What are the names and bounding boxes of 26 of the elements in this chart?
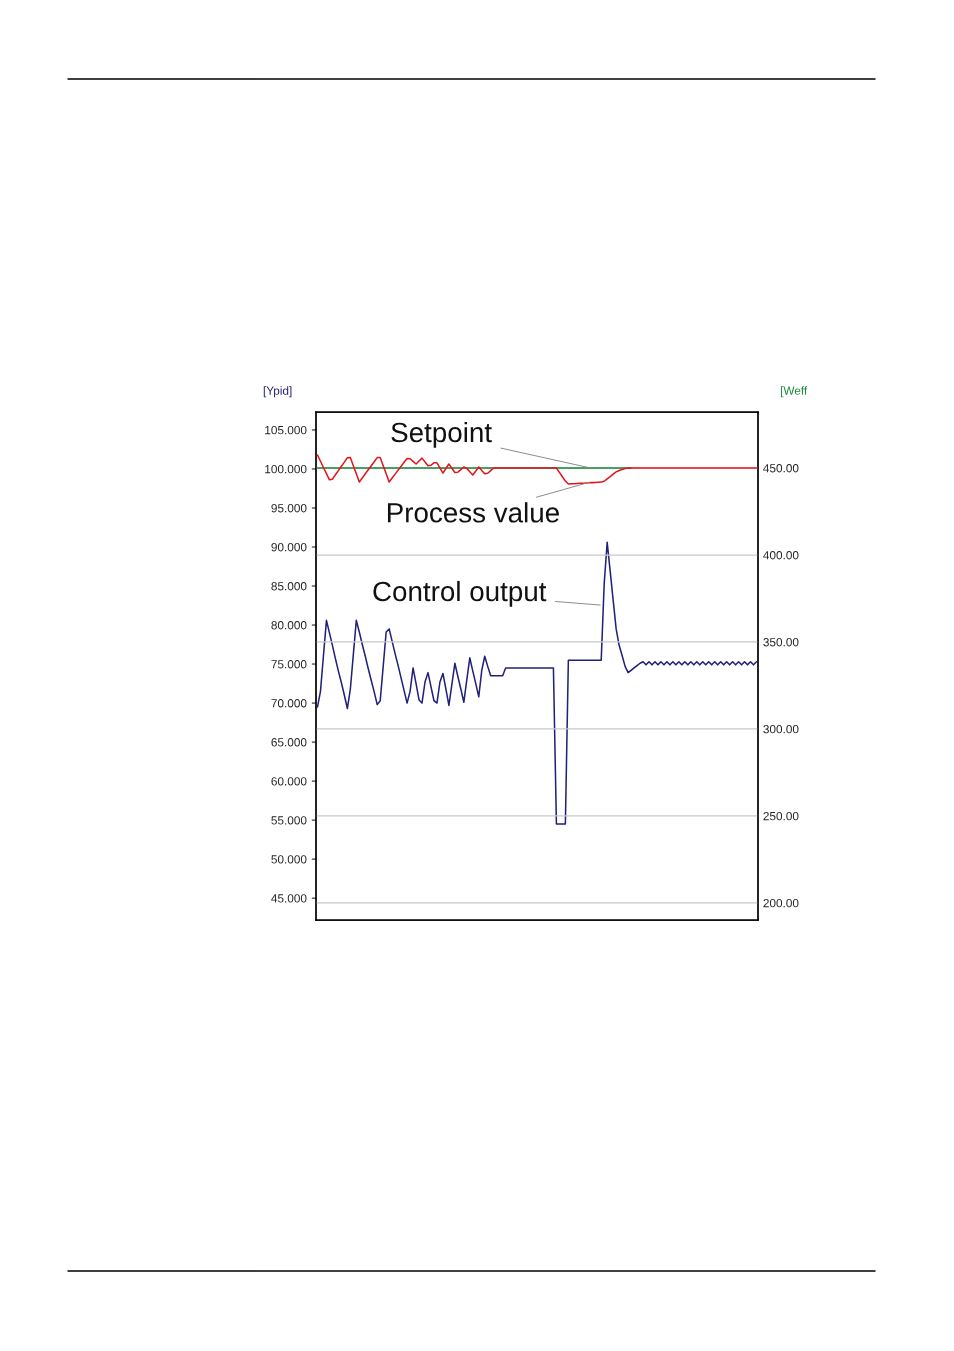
line-series	[316, 454, 758, 485]
y2-tick-label: 300.00	[763, 725, 799, 734]
y-tick-label: 80.000	[271, 621, 307, 630]
y-tick-label: 105.000	[265, 425, 307, 435]
y-tick-label: 45.000	[271, 894, 307, 903]
y-tick-label: 55.000	[271, 816, 307, 825]
y-tick-label: 100.000	[265, 465, 307, 474]
series-label: Control output	[373, 580, 547, 607]
y2-tick-label: 250.00	[763, 812, 799, 821]
y2-tick-label: 400.00	[763, 551, 799, 560]
y-tick-label: 70.000	[271, 699, 307, 708]
y2-tick-label: 450.00	[763, 464, 799, 473]
y-axis-title: [Ypid]	[263, 386, 292, 398]
series-label: Process value	[387, 502, 559, 523]
y-tick-label: 60.000	[271, 777, 307, 786]
y-tick-label: 85.000	[271, 582, 307, 591]
y2-tick-label: 350.00	[763, 638, 799, 647]
y2-tick-label: 200.00	[763, 898, 799, 908]
y-tick-label: 65.000	[271, 738, 307, 747]
y-tick-label: 95.000	[271, 504, 307, 513]
y-tick-label: 50.000	[271, 855, 307, 864]
series-label: Setpoint	[391, 421, 492, 448]
y-tick-label: 90.000	[271, 543, 307, 552]
y2-axis-title: [Weff	[780, 386, 808, 398]
line-series	[316, 541, 758, 825]
y-tick-label: 75.000	[271, 660, 307, 669]
